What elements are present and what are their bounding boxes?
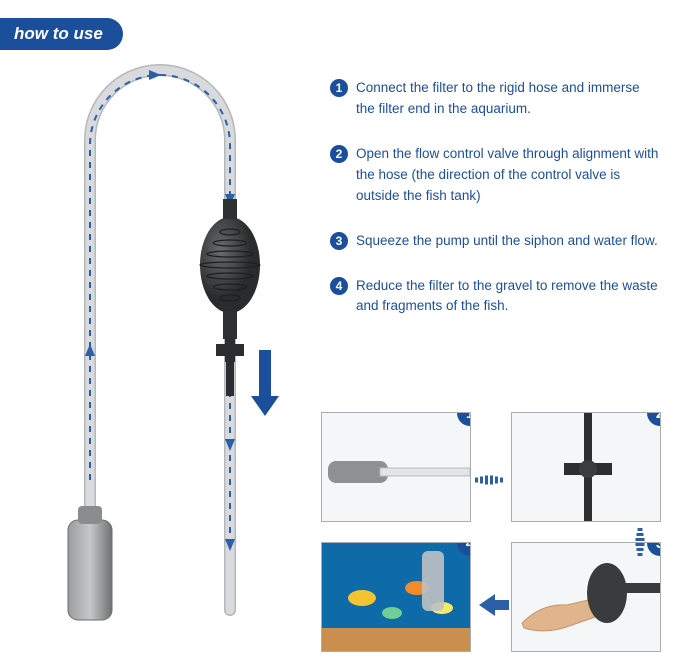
step: 1 Connect the filter to the rigid hose a… bbox=[330, 78, 659, 120]
step-text: Open the flow control valve through alig… bbox=[356, 144, 659, 207]
thumb-step-3: 3 bbox=[511, 542, 661, 652]
title-pill: how to use bbox=[0, 18, 123, 50]
siphon-diagram bbox=[20, 50, 320, 660]
step-number-badge: 2 bbox=[330, 145, 348, 163]
flow-control-valve bbox=[216, 338, 244, 396]
steps-list: 1 Connect the filter to the rigid hose a… bbox=[330, 78, 659, 341]
thumb-aquarium-icon bbox=[322, 543, 471, 652]
step-text: Reduce the filter to the gravel to remov… bbox=[356, 276, 659, 318]
thumb-filter-hose-icon bbox=[322, 413, 471, 522]
step: 3 Squeeze the pump until the siphon and … bbox=[330, 231, 659, 252]
step-text: Squeeze the pump until the siphon and wa… bbox=[356, 231, 658, 252]
step-text: Connect the filter to the rigid hose and… bbox=[356, 78, 659, 120]
step-number-badge: 4 bbox=[330, 277, 348, 295]
flow-arrows bbox=[85, 70, 235, 551]
step-number-badge: 3 bbox=[330, 232, 348, 250]
thumb-valve-icon bbox=[512, 413, 661, 522]
thumb-step-2: 2 bbox=[511, 412, 661, 522]
thumb-squeeze-icon bbox=[512, 543, 661, 652]
step: 2 Open the flow control valve through al… bbox=[330, 144, 659, 207]
pump-bulb bbox=[200, 199, 260, 339]
filter-cylinder bbox=[68, 506, 112, 620]
step: 4 Reduce the filter to the gravel to rem… bbox=[330, 276, 659, 318]
down-arrow-icon bbox=[251, 350, 279, 416]
thumbnail-grid: 1 2 4 3 bbox=[321, 412, 661, 652]
step-number-badge: 1 bbox=[330, 79, 348, 97]
thumb-step-1: 1 bbox=[321, 412, 471, 522]
thumb-step-4: 4 bbox=[321, 542, 471, 652]
